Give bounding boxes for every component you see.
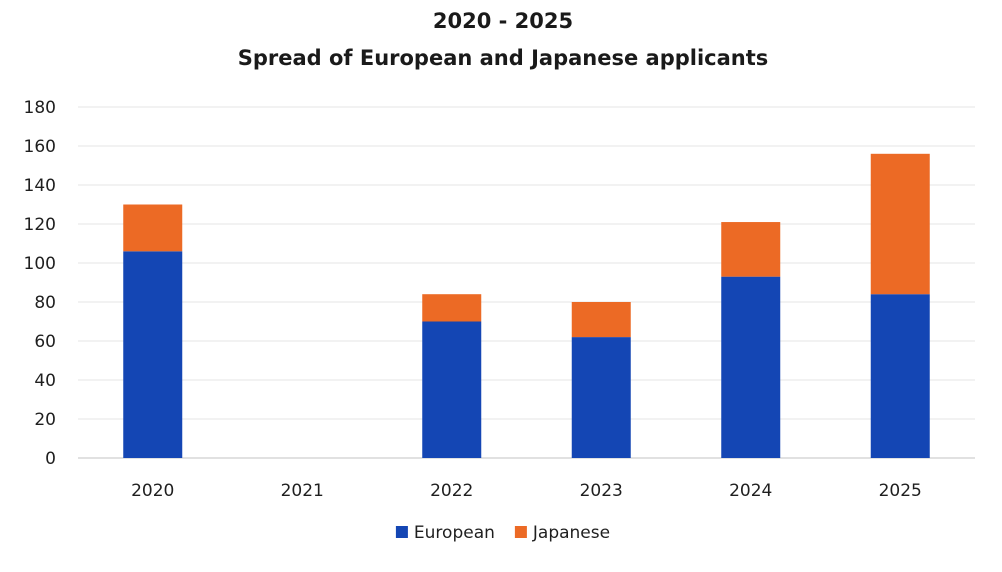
y-tick-label: 100: [24, 254, 56, 274]
y-tick-label: 140: [24, 176, 56, 196]
y-tick-label: 180: [24, 98, 56, 118]
chart-subtitle: Spread of European and Japanese applican…: [238, 46, 769, 70]
bar-japanese-2023: [571, 302, 631, 338]
bar-european-2022: [422, 321, 482, 458]
x-tick-label: 2022: [430, 481, 473, 501]
gridlines: [78, 106, 975, 459]
x-tick-label: 2021: [281, 481, 324, 501]
legend-item-japanese: Japanese: [514, 523, 610, 543]
bar-european-2020: [123, 251, 183, 458]
y-tick-label: 0: [45, 449, 56, 469]
x-tick-label: 2025: [879, 481, 922, 501]
legend-label-japanese: Japanese: [532, 523, 610, 543]
bars: [123, 153, 930, 458]
legend: European Japanese: [395, 523, 610, 543]
bar-japanese-2020: [123, 204, 183, 252]
bar-european-2023: [571, 337, 631, 458]
x-tick-label: 2024: [729, 481, 772, 501]
bar-japanese-2025: [870, 153, 930, 295]
y-tick-label: 40: [34, 371, 56, 391]
y-tick-label: 60: [34, 332, 56, 352]
legend-label-european: European: [414, 523, 495, 543]
bar-japanese-2024: [721, 222, 781, 277]
x-tick-label: 2023: [580, 481, 623, 501]
x-tick-label: 2020: [131, 481, 174, 501]
y-tick-label: 160: [24, 137, 56, 157]
chart-title: 2020 - 2025: [433, 9, 573, 33]
y-axis: 0 20 40 60 80 100 120 140 160 180: [24, 98, 56, 469]
bar-european-2025: [870, 294, 930, 458]
legend-item-european: European: [395, 523, 495, 543]
chart-title-group: 2020 - 2025 Spread of European and Japan…: [238, 9, 769, 70]
legend-swatch-japanese: [514, 526, 527, 538]
y-tick-label: 20: [34, 410, 56, 430]
y-tick-label: 80: [34, 293, 56, 313]
x-axis: 2020 2021 2022 2023 2024 2025: [131, 481, 922, 501]
bar-japanese-2022: [422, 294, 482, 322]
y-tick-label: 120: [24, 215, 56, 235]
legend-swatch-european: [395, 526, 408, 538]
bar-european-2024: [721, 276, 781, 458]
